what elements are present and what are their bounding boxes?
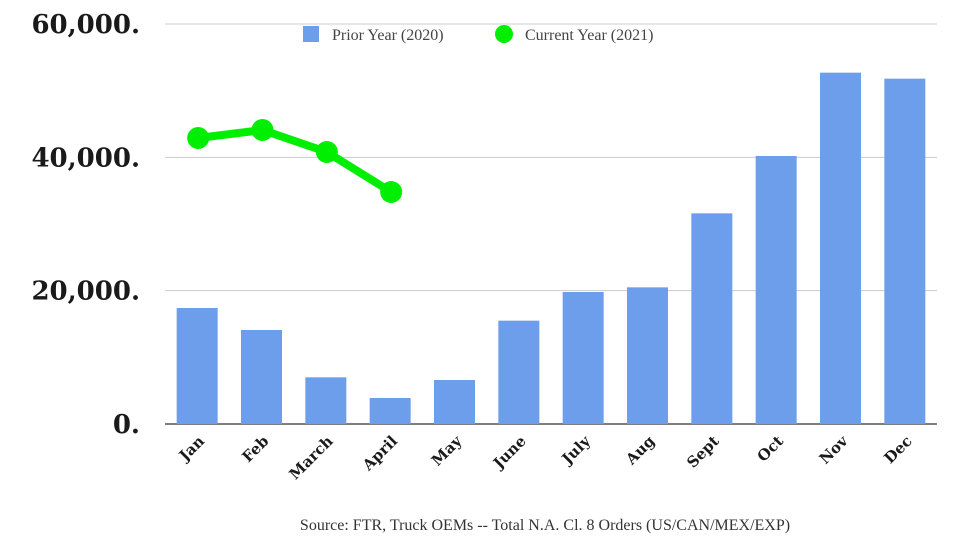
x-tick-label: Sept bbox=[683, 432, 723, 472]
legend-swatch-prior-year bbox=[303, 26, 319, 42]
bar-june bbox=[498, 320, 540, 424]
bar-aug bbox=[627, 287, 668, 424]
legend-label-current-year: Current Year (2021) bbox=[525, 27, 653, 44]
x-tick-label: March bbox=[286, 432, 337, 483]
bar-march bbox=[305, 377, 347, 424]
y-tick-label: 20,000. bbox=[31, 277, 140, 307]
point-current-year-april bbox=[380, 181, 403, 203]
point-current-year-feb bbox=[251, 119, 274, 141]
line-series-current-year bbox=[187, 119, 403, 203]
line-current-year bbox=[194, 126, 396, 196]
x-tick-label: June bbox=[488, 432, 529, 473]
bar-oct bbox=[755, 156, 797, 424]
legend: Prior Year (2020) Current Year (2021) bbox=[303, 25, 653, 44]
bar-series-prior-year bbox=[176, 72, 926, 425]
bar-nov bbox=[820, 72, 861, 425]
gridlines bbox=[165, 23, 937, 425]
y-tick-label: 60,000. bbox=[31, 10, 140, 40]
bar-may bbox=[434, 380, 475, 424]
x-tick-label: Aug bbox=[622, 432, 659, 469]
x-tick-label: Nov bbox=[816, 431, 853, 468]
bar-feb bbox=[241, 330, 282, 424]
x-tick-label: Dec bbox=[881, 432, 916, 467]
x-tick-label: April bbox=[358, 432, 401, 475]
legend-label-prior-year: Prior Year (2020) bbox=[332, 27, 444, 44]
x-tick-label: May bbox=[428, 431, 466, 469]
point-current-year-march bbox=[315, 141, 338, 163]
x-tick-label: Feb bbox=[238, 432, 272, 466]
bar-dec bbox=[884, 78, 926, 425]
bar-jan bbox=[176, 308, 218, 424]
x-tick-label: July bbox=[557, 431, 595, 469]
legend-swatch-current-year bbox=[495, 25, 513, 43]
y-tick-label: 0. bbox=[113, 410, 140, 440]
x-tick-label: Oct bbox=[754, 432, 787, 465]
y-axis-ticks: 0. 20,000. 40,000. 60,000. bbox=[31, 10, 140, 440]
bar-sept bbox=[691, 213, 733, 424]
point-current-year-jan bbox=[187, 127, 210, 149]
x-axis-ticks: Jan Feb March April May June July Aug Sept Oct Nov… bbox=[174, 431, 915, 483]
bar-april bbox=[369, 398, 411, 424]
y-tick-label: 40,000. bbox=[31, 143, 140, 173]
x-tick-label: Jan bbox=[174, 432, 208, 466]
bar-july bbox=[562, 292, 604, 424]
source-note: Source: FTR, Truck OEMs -- Total N.A. Cl… bbox=[300, 517, 790, 534]
